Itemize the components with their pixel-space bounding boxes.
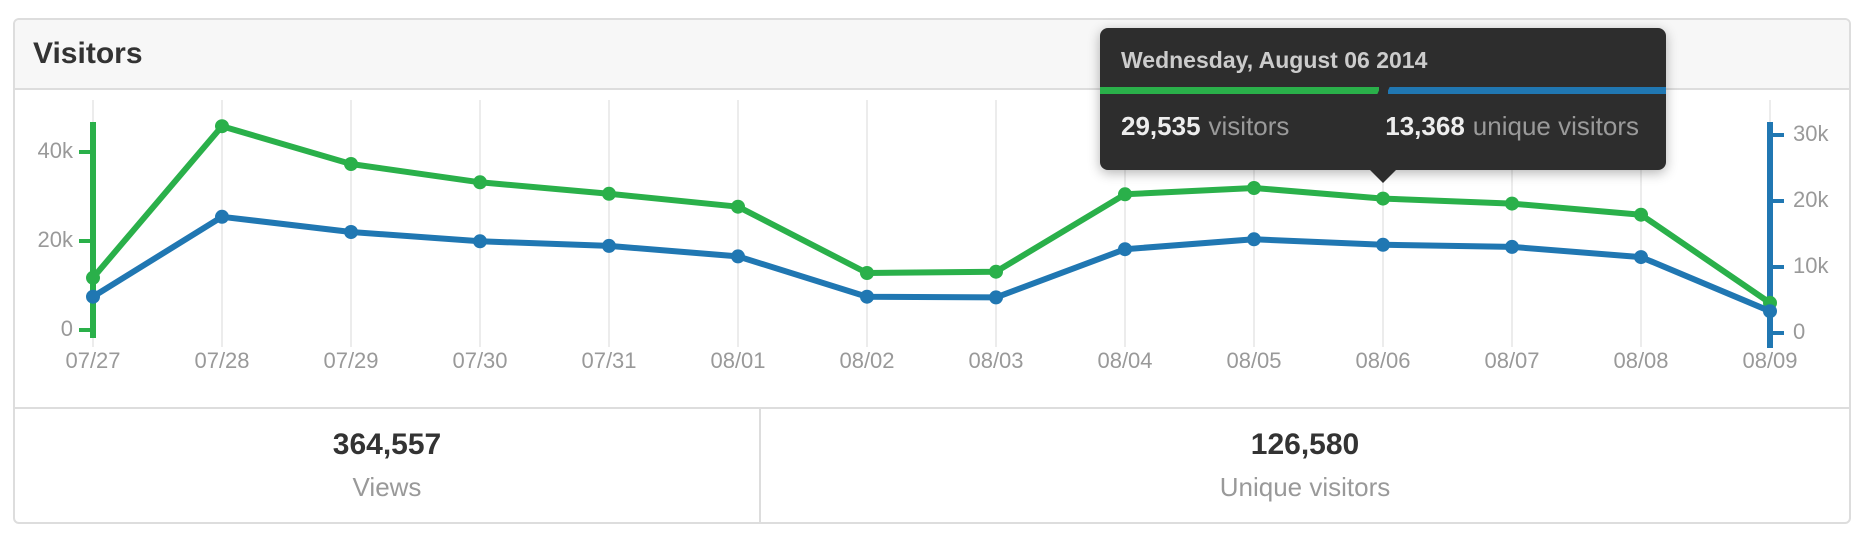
x-axis-label-08-09: 08/09: [1742, 348, 1797, 373]
x-axis-label-08-06: 08/06: [1355, 348, 1410, 373]
visitors-point-07-27[interactable]: [86, 270, 100, 285]
visitors-point-07-31[interactable]: [602, 186, 616, 201]
x-axis-label-08-05: 08/05: [1226, 348, 1281, 373]
visitors-point-08-08[interactable]: [1634, 207, 1648, 222]
x-axis-label-08-01: 08/01: [710, 348, 765, 373]
visitors-point-08-02[interactable]: [860, 266, 874, 280]
x-axis-label-08-04: 08/04: [1097, 348, 1152, 373]
x-axis-label-08-08: 08/08: [1613, 348, 1668, 373]
tooltip-date: Wednesday, August 06 2014: [1121, 47, 1428, 73]
x-axis-label-07-28: 07/28: [194, 348, 249, 373]
x-axis-label-07-30: 07/30: [452, 348, 507, 373]
unique-visitors-point-07-30[interactable]: [473, 234, 487, 249]
chart-tooltip: Wednesday, August 06 2014 29,535 visitors…: [1100, 28, 1666, 183]
tooltip-unique-label: unique visitors: [1472, 111, 1639, 141]
panel-title: Visitors: [33, 37, 143, 70]
unique-visitors-point-07-27[interactable]: [86, 289, 100, 304]
unique-visitors-point-07-31[interactable]: [602, 238, 616, 253]
visitors-bar-segment: [1100, 87, 1379, 94]
unique-visitors-point-08-07[interactable]: [1505, 239, 1519, 254]
x-axis-label-08-07: 08/07: [1484, 348, 1539, 373]
right-axis-tick-label: 30k: [1793, 121, 1829, 146]
tooltip-ratio-bar: [1100, 87, 1666, 94]
unique-visitors-point-08-08[interactable]: [1634, 250, 1648, 265]
visitors-point-08-05[interactable]: [1247, 181, 1261, 195]
right-axis-tick-label: 10k: [1793, 253, 1829, 278]
right-axis-tick-label: 20k: [1793, 187, 1829, 212]
unique-visitors-point-08-03[interactable]: [989, 290, 1003, 305]
unique-visitors-line: [90, 213, 1773, 315]
tooltip-stats: 29,535 visitors 13,368 unique visitors: [1100, 94, 1666, 142]
visitors-point-08-01[interactable]: [731, 199, 745, 214]
unique-visitors-point-07-29[interactable]: [344, 225, 358, 239]
x-axis-label-08-03: 08/03: [968, 348, 1023, 373]
left-axis-tick-label: 0: [61, 316, 73, 341]
tooltip-visitors-value: 29,535: [1121, 111, 1201, 141]
left-axis-tick-label: 20k: [38, 227, 74, 252]
visitors-point-08-07[interactable]: [1505, 196, 1519, 211]
tooltip-caret: [1370, 170, 1396, 183]
tooltip-unique-value: 13,368: [1385, 111, 1465, 141]
visitors-point-08-04[interactable]: [1118, 187, 1132, 202]
visitors-point-07-29[interactable]: [344, 157, 358, 171]
unique-visitors-point-07-28[interactable]: [215, 209, 229, 224]
views-total: 364,557: [332, 428, 442, 461]
x-axis-label-07-27: 07/27: [65, 348, 120, 373]
unique-visitors-total: 126,580: [1250, 428, 1360, 461]
visitors-point-08-06[interactable]: [1376, 191, 1390, 206]
tooltip-visitors-label: visitors: [1208, 111, 1290, 141]
views-label: Views: [352, 472, 422, 502]
unique-visitors-point-08-06[interactable]: [1376, 237, 1390, 252]
tooltip-visitors-stat: 29,535 visitors: [1121, 111, 1289, 142]
unique-visitors-label: Unique visitors: [1219, 472, 1391, 502]
unique-visitors-point-08-05[interactable]: [1247, 232, 1261, 247]
unique-visitors-point-08-02[interactable]: [860, 289, 874, 304]
visitors-point-07-28[interactable]: [215, 119, 229, 134]
tooltip-unique-stat: 13,368 unique visitors: [1385, 111, 1639, 142]
visitors-line: [90, 123, 1773, 306]
unique-visitors-point-08-01[interactable]: [731, 249, 745, 264]
right-axis-tick-label: 0: [1793, 319, 1805, 344]
unique-visitors-bar-segment: [1387, 87, 1666, 94]
views-summary: 364,557 Views: [15, 409, 761, 522]
x-axis-label-07-31: 07/31: [581, 348, 636, 373]
unique-visitors-point-08-09[interactable]: [1763, 304, 1777, 319]
x-axis-label-08-02: 08/02: [839, 348, 894, 373]
x-axis-label-07-29: 07/29: [323, 348, 378, 373]
left-axis-tick-label: 40k: [38, 138, 74, 163]
visitors-point-07-30[interactable]: [473, 175, 487, 190]
summary-row: 364,557 Views 126,580 Unique visitors: [15, 407, 1849, 522]
visitors-point-08-03[interactable]: [989, 264, 1003, 279]
unique-visitors-point-08-04[interactable]: [1118, 242, 1132, 257]
unique-visitors-summary: 126,580 Unique visitors: [761, 409, 1849, 522]
